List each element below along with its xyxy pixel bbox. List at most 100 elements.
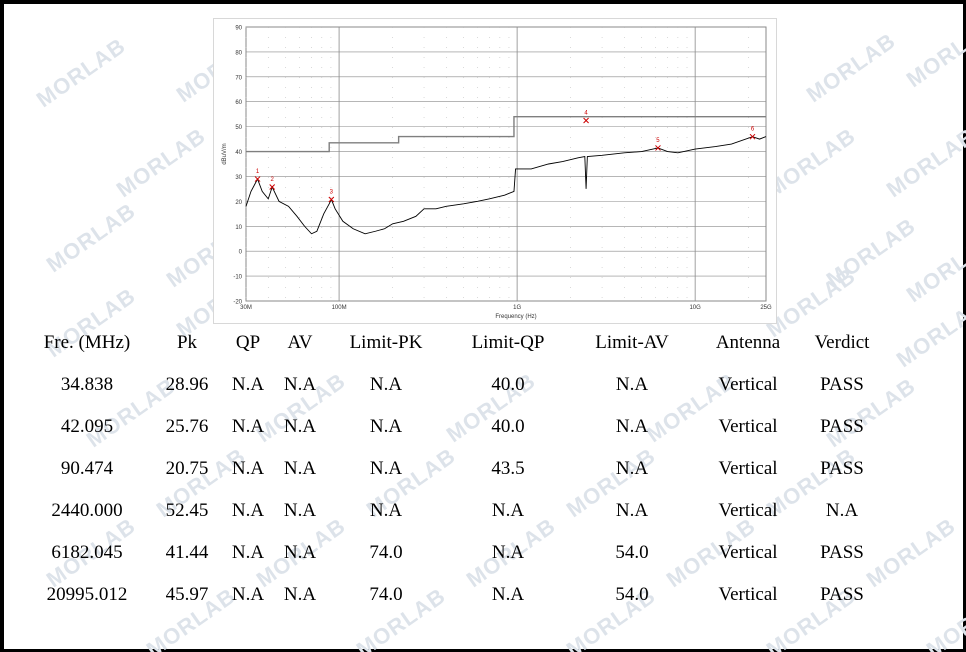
y-tick-label: 0 xyxy=(239,250,243,256)
x-axis-label: Frequency (Hz) xyxy=(495,314,536,320)
header-limit-qp: Limit-QP xyxy=(471,332,545,353)
y-tick-label: -20 xyxy=(233,300,242,306)
results-table: Fre. (MHz) Pk QP AV Limit-PK Limit-QP Li… xyxy=(22,322,882,616)
peak-marker-label: 2 xyxy=(271,177,275,183)
cell-limit-av: 54.0 xyxy=(615,542,649,563)
cell-limit-qp: N.A xyxy=(491,542,525,563)
peak-marker-label: 3 xyxy=(330,189,334,195)
cell-pk: 41.44 xyxy=(165,542,209,563)
cell-limit-pk: N.A xyxy=(369,374,403,395)
x-tick-label: 10G xyxy=(689,305,701,311)
cell-av: N.A xyxy=(283,416,317,437)
table-row: 6182.045 41.44 N.A N.A 74.0 N.A 54.0 Vertical PA… xyxy=(22,532,882,574)
cell-antenna: Vertical xyxy=(718,458,778,479)
cell-qp: N.A xyxy=(231,542,265,563)
limit-line xyxy=(246,115,766,153)
cell-limit-pk: N.A xyxy=(369,416,403,437)
y-tick-label: 70 xyxy=(235,75,242,81)
cell-av: N.A xyxy=(283,500,317,521)
cell-antenna: Vertical xyxy=(718,584,778,605)
header-qp: QP xyxy=(235,332,261,353)
cell-limit-pk: 74.0 xyxy=(369,542,403,563)
cell-limit-av: 54.0 xyxy=(615,584,649,605)
peak-marker-label: 6 xyxy=(751,127,755,133)
y-tick-label: -10 xyxy=(233,275,242,281)
peak-marker-label: 1 xyxy=(256,169,260,175)
cell-qp: N.A xyxy=(231,374,265,395)
cell-limit-pk: 74.0 xyxy=(369,584,403,605)
cell-verdict: PASS xyxy=(820,374,864,395)
peak-marker xyxy=(269,184,276,190)
table-row: 42.095 25.76 N.A N.A N.A 40.0 N.A Vertical PASS xyxy=(22,406,882,448)
header-limit-pk: Limit-PK xyxy=(349,332,423,353)
cell-av: N.A xyxy=(283,374,317,395)
peak-marker xyxy=(583,117,589,124)
cell-limit-qp: 43.5 xyxy=(491,458,525,479)
cell-verdict: N.A xyxy=(825,500,859,521)
table-row: 2440.000 52.45 N.A N.A N.A N.A N.A Vertical N.A xyxy=(22,490,882,532)
header-verdict: Verdict xyxy=(814,332,870,353)
cell-verdict: PASS xyxy=(820,416,864,437)
cell-qp: N.A xyxy=(231,458,265,479)
y-tick-label: 20 xyxy=(235,200,242,206)
cell-frequency: 20995.012 xyxy=(46,584,128,605)
cell-frequency: 90.474 xyxy=(60,458,114,479)
y-axis-label: dBuV/m xyxy=(222,143,228,164)
cell-pk: 20.75 xyxy=(165,458,209,479)
cell-frequency: 42.095 xyxy=(60,416,114,437)
table-body: 34.838 28.96 N.A N.A N.A 40.0 N.A Vertical PASS 4… xyxy=(22,364,882,616)
header-limit-av: Limit-AV xyxy=(595,332,669,353)
cell-limit-pk: N.A xyxy=(369,458,403,479)
table-header-row: Fre. (MHz) Pk QP AV Limit-PK Limit-QP Li… xyxy=(22,322,882,364)
peak-marker-label: 5 xyxy=(656,138,660,144)
cell-antenna: Vertical xyxy=(718,416,778,437)
cell-limit-qp: N.A xyxy=(491,584,525,605)
cell-antenna: Vertical xyxy=(718,374,778,395)
table-row: 20995.012 45.97 N.A N.A 74.0 N.A 54.0 Vertical P… xyxy=(22,574,882,616)
plot-area xyxy=(245,26,767,302)
cell-frequency: 2440.000 xyxy=(51,500,123,521)
cell-limit-qp: N.A xyxy=(491,500,525,521)
cell-verdict: PASS xyxy=(820,458,864,479)
cell-antenna: Vertical xyxy=(718,500,778,521)
peak-marker xyxy=(655,145,661,151)
y-tick-label: 40 xyxy=(235,150,242,156)
measurement-trace xyxy=(245,136,767,235)
cell-av: N.A xyxy=(283,584,317,605)
cell-frequency: 34.838 xyxy=(60,374,114,395)
peak-marker xyxy=(749,133,756,140)
table-row: 34.838 28.96 N.A N.A N.A 40.0 N.A Vertical PASS xyxy=(22,364,882,406)
y-tick-label: 80 xyxy=(235,50,242,56)
cell-pk: 25.76 xyxy=(165,416,209,437)
cell-pk: 28.96 xyxy=(165,374,209,395)
header-frequency: Fre. (MHz) xyxy=(43,332,131,353)
cell-av: N.A xyxy=(283,542,317,563)
y-tick-label: 90 xyxy=(235,26,242,32)
cell-limit-av: N.A xyxy=(615,458,649,479)
cell-frequency: 6182.045 xyxy=(51,542,123,563)
y-tick-label: 60 xyxy=(235,100,242,106)
cell-pk: 52.45 xyxy=(165,500,209,521)
x-tick-label: 100M xyxy=(332,305,347,311)
cell-limit-av: N.A xyxy=(615,416,649,437)
peak-marker xyxy=(328,196,335,203)
y-tick-label: 50 xyxy=(235,125,242,131)
header-av: AV xyxy=(287,332,313,353)
y-tick-label: 10 xyxy=(235,225,242,231)
cell-pk: 45.97 xyxy=(165,584,209,605)
header-antenna: Antenna xyxy=(715,332,781,353)
x-tick-label: 30M xyxy=(240,305,252,311)
cell-verdict: PASS xyxy=(820,584,864,605)
cell-antenna: Vertical xyxy=(718,542,778,563)
emission-chart: 90 80 70 60 50 40 30 20 10 0 -10 -20 30M 100M 1G 10G 25G… xyxy=(213,18,777,324)
cell-limit-pk: N.A xyxy=(369,500,403,521)
cell-limit-av: N.A xyxy=(615,500,649,521)
header-pk: Pk xyxy=(176,332,198,353)
cell-av: N.A xyxy=(283,458,317,479)
peak-marker xyxy=(254,176,261,182)
cell-verdict: PASS xyxy=(820,542,864,563)
x-tick-label: 25G xyxy=(760,305,772,311)
peak-marker-label: 4 xyxy=(584,111,588,117)
